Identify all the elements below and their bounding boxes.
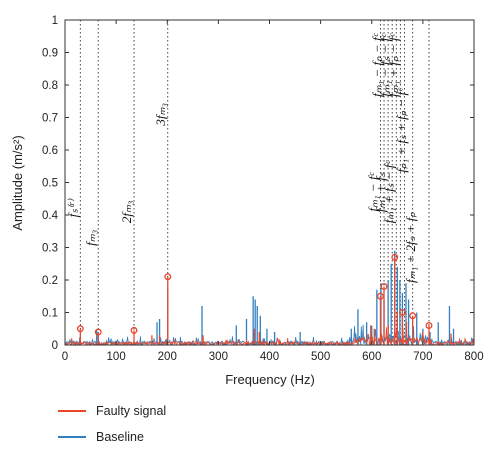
peak-marker — [425, 322, 433, 329]
y-tick-label: 0.2 — [42, 275, 58, 287]
y-tick-label: 0.4 — [42, 210, 59, 222]
annotation-label: fₘ₁ − fₛ − fᶜ — [378, 33, 393, 97]
legend-item-baseline: Baseline — [58, 424, 166, 450]
annotation-label: fₘ₁ + fₚ − fᶜ — [386, 32, 401, 97]
legend: Faulty signal Baseline — [58, 398, 166, 450]
y-tick-label: 0.9 — [42, 48, 58, 60]
axes: 0 100 200 300 400 500 600 700 800 0 0.1 0.2 0.3 0.4 0.… — [42, 15, 484, 363]
y-tick-label: 0 — [52, 340, 58, 352]
x-tick-label: 100 — [107, 351, 126, 363]
x-tick-label: 700 — [413, 351, 432, 363]
y-tick-label: 0.8 — [42, 80, 58, 92]
peak-marker — [376, 292, 384, 300]
annotation-label: fₚ₁ + fₛ + fₚ − fᶜ — [394, 87, 409, 173]
annotation-label: fₘ₁ − fₚ − fᶜ — [370, 32, 385, 97]
y-tick-label: 0.1 — [42, 308, 58, 320]
legend-swatch-faulty — [58, 410, 86, 412]
y-tick-label: 0.5 — [42, 178, 58, 190]
peak-marker — [164, 273, 172, 281]
y-tick-label: 0.6 — [42, 145, 58, 157]
peak-marker — [94, 328, 102, 336]
y-tick-label: 0.3 — [42, 243, 58, 255]
peak-marker — [130, 326, 138, 334]
annotation-label: 3fₘ₃ — [153, 103, 168, 127]
annotation-label: 2fₘ₃ — [119, 200, 134, 223]
legend-label-faulty: Faulty signal — [96, 404, 167, 418]
x-tick-label: 300 — [209, 351, 228, 363]
annotation-label: fₘ₁ + fₛ − fᶜ — [381, 160, 396, 224]
annotation-label: fₘ₁ + 2fₛ + fₚ — [403, 212, 418, 283]
x-tick-label: 400 — [260, 351, 279, 363]
legend-swatch-baseline — [58, 436, 86, 438]
x-tick-label: 500 — [311, 351, 330, 363]
peak-marker — [380, 283, 388, 290]
y-tick-label: 0.7 — [42, 113, 58, 125]
legend-item-faulty: Faulty signal — [58, 398, 166, 424]
annotation-label: fₘ₁ − fᶜ — [365, 171, 380, 211]
annotation-label: fₛ⁽ʳ⁾ — [65, 198, 80, 218]
x-tick-label: 200 — [158, 351, 177, 363]
x-axis-title: Frequency (Hz) — [225, 372, 315, 387]
x-tick-label: 800 — [464, 351, 483, 363]
legend-label-baseline: Baseline — [96, 430, 144, 444]
fault-peak-markers — [76, 253, 433, 336]
y-axis-title: Amplitude (m/s²) — [10, 135, 25, 230]
x-tick-label: 600 — [362, 351, 381, 363]
y-tick-label: 1 — [52, 15, 58, 27]
annotation-label: fₘ₃ — [83, 230, 98, 246]
peak-marker — [409, 312, 417, 320]
peak-marker — [76, 325, 84, 333]
peak-marker — [398, 309, 406, 316]
annotation-label: fₘ₁ + fₛ — [373, 172, 388, 212]
peak-marker — [391, 253, 399, 261]
x-tick-label: 0 — [62, 351, 68, 363]
